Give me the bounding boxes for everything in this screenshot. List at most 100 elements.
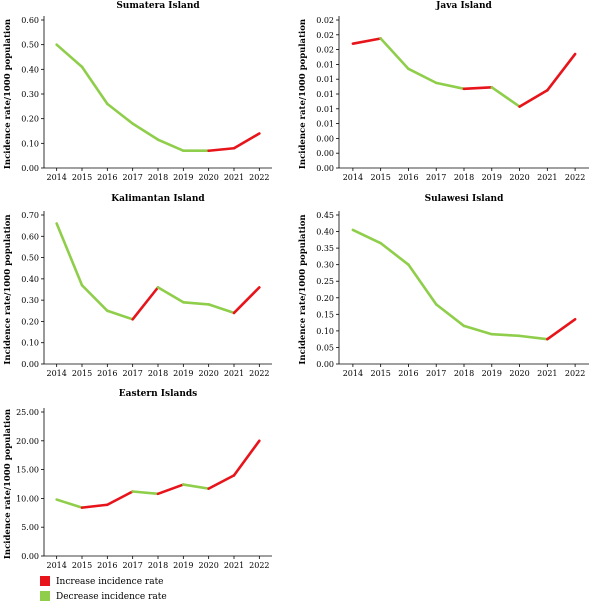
y-tick-label: 0.60 — [21, 16, 39, 25]
x-tick-label: 2014 — [46, 369, 66, 378]
line-segment-decrease — [462, 324, 494, 336]
y-tick-label: 0.10 — [21, 139, 39, 148]
line-segment-increase — [156, 483, 185, 496]
chart-title: Java Island — [435, 1, 492, 11]
y-tick-label: 0.10 — [316, 327, 334, 336]
y-tick-label: 0.05 — [316, 343, 334, 352]
y-tick-label: 0.40 — [316, 228, 334, 237]
x-tick-label: 2017 — [426, 369, 446, 378]
line-segment-decrease — [131, 122, 160, 141]
x-tick-label: 2022 — [565, 173, 585, 182]
x-tick-label: 2020 — [198, 369, 218, 378]
y-tick-label: 0.01 — [316, 90, 334, 99]
x-tick-label: 2020 — [509, 369, 529, 378]
legend-swatch-decrease — [40, 591, 50, 601]
line-segment-increase — [232, 286, 261, 315]
y-tick-label: 0.00 — [316, 360, 334, 369]
x-tick-label: 2021 — [224, 561, 244, 570]
chart-title: Sulawesi Island — [425, 194, 504, 204]
x-tick-label: 2022 — [249, 561, 269, 570]
x-tick-label: 2022 — [565, 369, 585, 378]
y-tick-label: 5.00 — [21, 523, 39, 532]
y-tick-label: 0.30 — [21, 90, 39, 99]
x-tick-label: 2019 — [173, 561, 193, 570]
x-tick-label: 2016 — [398, 369, 418, 378]
y-tick-label: 0.50 — [21, 254, 39, 263]
line-segment-increase — [518, 89, 549, 108]
y-tick-label: 0.10 — [21, 339, 39, 348]
y-tick-label: 0.35 — [316, 244, 334, 253]
chart-title: Sumatera Island — [116, 1, 200, 11]
x-tick-label: 2016 — [97, 561, 117, 570]
y-tick-label: 0.70 — [21, 211, 39, 220]
line-segment-decrease — [106, 102, 134, 125]
legend: Increase incidence rate Decrease incidenc… — [40, 576, 167, 601]
x-tick-label: 2016 — [398, 173, 418, 182]
y-axis-label: Incidence rate/1000 population — [298, 19, 308, 169]
x-tick-label: 2022 — [249, 369, 269, 378]
x-tick-label: 2014 — [46, 173, 66, 182]
y-tick-label: 0.20 — [21, 115, 39, 124]
y-tick-label: 0.40 — [21, 65, 39, 74]
y-tick-label: 10.00 — [16, 494, 39, 503]
line-segment-increase — [546, 317, 577, 341]
line-segment-decrease — [434, 303, 466, 328]
y-tick-label: 0.60 — [21, 232, 39, 241]
y-tick-label: 0.50 — [21, 41, 39, 50]
y-tick-label: 0.40 — [21, 275, 39, 284]
line-segment-decrease — [379, 241, 410, 266]
y-tick-label: 0.01 — [316, 60, 334, 69]
y-axis-label: Incidence rate/1000 population — [3, 19, 13, 169]
y-tick-label: 0.02 — [316, 16, 334, 25]
x-tick-label: 2019 — [173, 173, 193, 182]
x-tick-label: 2014 — [343, 173, 363, 182]
line-segment-increase — [232, 439, 261, 477]
y-tick-label: 0.45 — [316, 211, 334, 220]
y-tick-label: 0.01 — [316, 75, 334, 84]
line-segment-increase — [106, 490, 134, 507]
x-tick-label: 2021 — [224, 173, 244, 182]
x-tick-label: 2019 — [173, 369, 193, 378]
line-segment-decrease — [156, 138, 185, 153]
y-tick-label: 0.01 — [316, 120, 334, 129]
x-tick-label: 2014 — [46, 561, 66, 570]
y-tick-label: 0.01 — [316, 105, 334, 114]
line-segment-increase — [131, 286, 160, 321]
x-tick-label: 2018 — [454, 369, 474, 378]
line-segment-decrease — [490, 332, 521, 338]
line-segment-decrease — [490, 86, 521, 108]
x-tick-label: 2015 — [72, 173, 92, 182]
x-tick-label: 2020 — [198, 561, 218, 570]
y-axis-label: Incidence rate/1000 population — [3, 409, 13, 559]
y-tick-label: 0.20 — [21, 317, 39, 326]
x-tick-label: 2019 — [482, 369, 502, 378]
line-segment-increase — [546, 52, 577, 92]
y-tick-label: 0.20 — [316, 294, 334, 303]
y-tick-label: 15.00 — [16, 466, 39, 475]
x-tick-label: 2015 — [72, 561, 92, 570]
chart-panel-2: Java Island Incidence rate/1000 populatio… — [298, 1, 589, 182]
chart-panel-4: Sulawesi Island Incidence rate/1000 popul… — [298, 194, 589, 378]
line-segment-decrease — [106, 309, 134, 321]
y-tick-label: 0.00 — [316, 134, 334, 143]
line-segment-increase — [207, 474, 236, 490]
x-tick-label: 2020 — [198, 173, 218, 182]
legend-label-increase: Increase incidence rate — [56, 577, 164, 587]
line-segment-decrease — [80, 65, 109, 106]
x-tick-label: 2015 — [370, 369, 390, 378]
line-segment-decrease — [434, 81, 466, 91]
y-tick-label: 0.00 — [316, 164, 334, 173]
x-tick-label: 2018 — [148, 369, 168, 378]
x-tick-label: 2020 — [509, 173, 529, 182]
legend-swatch-increase — [40, 576, 50, 586]
y-tick-label: 0.30 — [21, 296, 39, 305]
x-tick-label: 2021 — [537, 369, 557, 378]
x-tick-label: 2017 — [122, 369, 142, 378]
y-tick-label: 0.00 — [21, 164, 39, 173]
x-tick-label: 2017 — [426, 173, 446, 182]
y-axis-label: Incidence rate/1000 population — [3, 214, 13, 364]
x-tick-label: 2016 — [97, 369, 117, 378]
y-tick-label: 0.25 — [316, 277, 334, 286]
legend-label-decrease: Decrease incidence rate — [56, 592, 167, 601]
x-tick-label: 2017 — [122, 173, 142, 182]
